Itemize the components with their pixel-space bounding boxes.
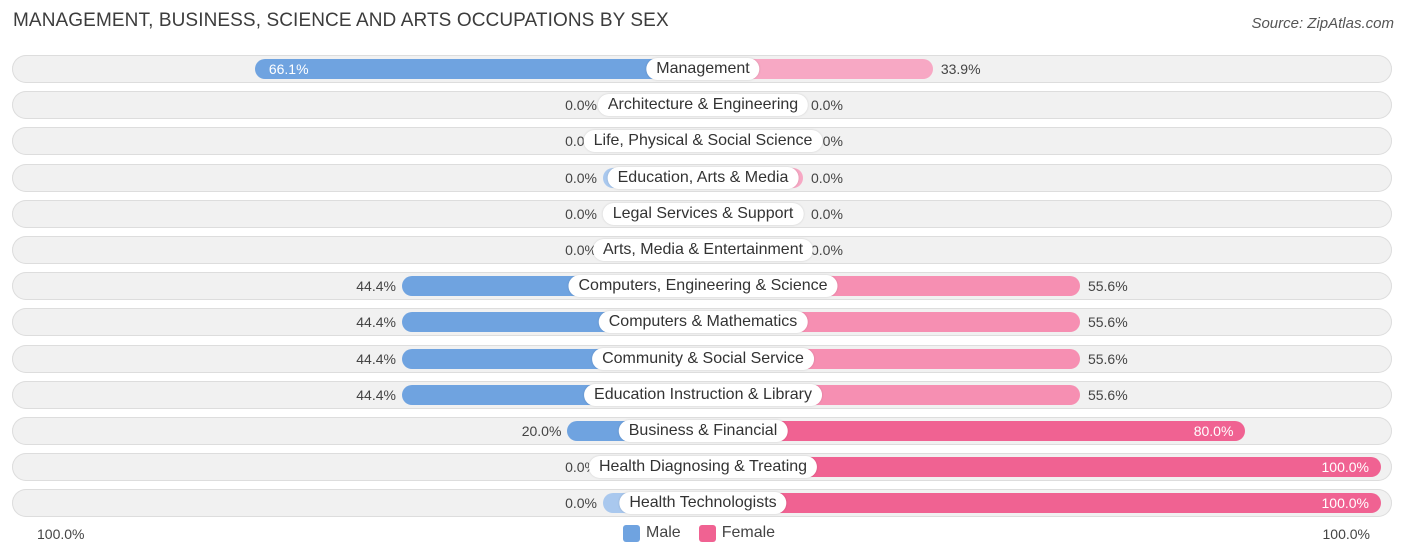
value-label-male: 66.1% <box>268 61 309 77</box>
bar-female[interactable] <box>703 421 1246 441</box>
value-label-female: 80.0% <box>1193 423 1234 439</box>
value-label-male: 44.4% <box>356 350 396 367</box>
value-label-female: 0.0% <box>811 97 843 114</box>
value-label-female: 0.0% <box>811 169 843 186</box>
bar-female[interactable] <box>703 59 933 79</box>
category-label: Community & Social Service <box>592 347 814 370</box>
chart-title: MANAGEMENT, BUSINESS, SCIENCE AND ARTS O… <box>13 10 669 31</box>
value-label-female: 0.0% <box>811 242 843 258</box>
category-label: Health Technologists <box>619 492 787 515</box>
value-label-female: 55.6% <box>1087 314 1128 331</box>
value-label-male: 0.0% <box>565 495 597 512</box>
bar-female[interactable] <box>703 457 1381 478</box>
value-label-male: 44.4% <box>356 386 396 403</box>
value-label-female: 100.0% <box>1321 459 1369 476</box>
value-label-male: 44.4% <box>356 278 396 295</box>
source-note: Source: ZipAtlas.com <box>1251 15 1394 32</box>
axis-right-label: 100.0% <box>1322 526 1370 542</box>
legend-swatch-female <box>698 524 716 542</box>
value-label-female: 0.0% <box>811 205 843 222</box>
value-label-male: 44.4% <box>356 314 396 331</box>
category-label: Life, Physical & Social Science <box>583 130 823 153</box>
category-label: Computers, Engineering & Science <box>568 275 838 298</box>
bar-male[interactable] <box>254 59 703 79</box>
value-label-male: 0.0% <box>565 242 597 258</box>
value-label-female: 55.6% <box>1087 350 1128 367</box>
value-label-female: 55.6% <box>1087 386 1128 403</box>
value-label-male: 0.0% <box>565 205 597 222</box>
category-label: Computers & Mathematics <box>598 311 808 334</box>
legend-item-female[interactable]: Female <box>698 524 776 542</box>
category-label: Legal Services & Support <box>602 202 804 225</box>
category-label: Business & Financial <box>618 420 788 442</box>
legend-label-male: Male <box>646 524 681 541</box>
bar-female[interactable] <box>703 493 1381 514</box>
category-label: Arts, Media & Entertainment <box>592 239 814 261</box>
legend-label-female: Female <box>721 524 776 541</box>
category-label: Health Diagnosing & Treating <box>588 456 818 479</box>
category-label: Education, Arts & Media <box>607 166 799 189</box>
category-label: Architecture & Engineering <box>597 94 809 117</box>
category-label: Management <box>646 58 760 80</box>
value-label-male: 0.0% <box>565 169 597 186</box>
legend: Male Female <box>623 524 793 542</box>
value-label-female: 33.9% <box>940 61 981 77</box>
legend-swatch-male <box>623 524 640 542</box>
value-label-female: 100.0% <box>1321 495 1369 512</box>
legend-item-male[interactable]: Male <box>623 524 681 542</box>
value-label-female: 55.6% <box>1087 278 1128 295</box>
value-label-male: 20.0% <box>521 423 562 439</box>
category-label: Education Instruction & Library <box>584 383 822 406</box>
axis-left-label: 100.0% <box>37 526 85 542</box>
value-label-male: 0.0% <box>565 97 597 114</box>
